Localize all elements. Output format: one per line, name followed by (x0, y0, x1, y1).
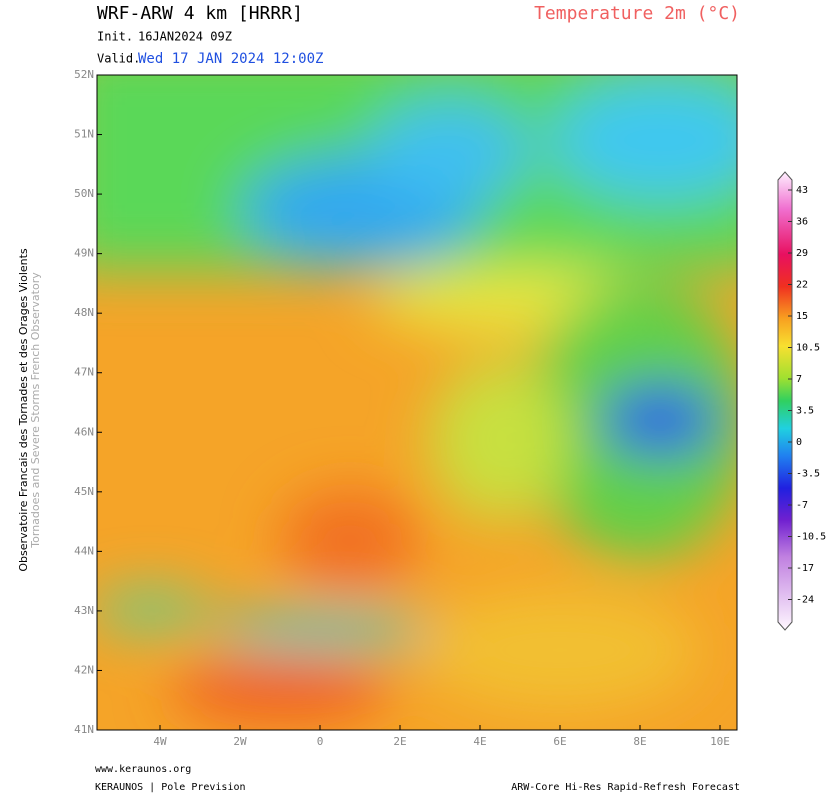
lat-tick-label: 49N (74, 247, 94, 260)
colorbar-tick-label: 22 (796, 280, 808, 291)
colorbar-tick-label: -17 (796, 563, 814, 574)
lon-tick-label: 2W (233, 735, 247, 748)
footer-model: ARW-Core Hi-Res Rapid-Refresh Forecast (511, 782, 740, 793)
valid-time: Wed 17 JAN 2024 12:00Z (138, 51, 323, 67)
lat-tick-label: 51N (74, 128, 94, 141)
footer-brand: KERAUNOS | Pole Prevision (95, 782, 246, 793)
colorbar-tick-label: 7 (796, 374, 802, 385)
colorbar-tick-label: 0 (796, 437, 802, 448)
lon-tick-label: 4E (473, 735, 486, 748)
parameter-title: Temperature 2m (°C) (534, 3, 740, 24)
lat-tick-label: 52N (74, 68, 94, 81)
colorbar-tick-label: 43 (796, 185, 808, 196)
lon-tick-label: 6E (553, 735, 566, 748)
colorbar-tick-label: -7 (796, 500, 808, 511)
lat-tick-label: 47N (74, 366, 94, 379)
colorbar-tick-label: 29 (796, 248, 808, 259)
colorbar-tick-label: 15 (796, 311, 808, 322)
lat-tick-label: 42N (74, 663, 94, 676)
init-label: Init. (97, 30, 133, 44)
lon-tick-label: 4W (153, 735, 167, 748)
side-label-en: Tornadoes and Severe Storms French Obser… (29, 272, 42, 549)
lat-tick-label: 48N (74, 306, 94, 319)
model-title: WRF-ARW 4 km [HRRR] (97, 3, 303, 24)
lon-tick-label: 10E (710, 735, 730, 748)
side-label-fr: Observatoire Francais des Tornades et de… (17, 248, 30, 572)
lon-tick-label: 0 (317, 735, 324, 748)
side-label: Observatoire Francais des Tornades et de… (17, 248, 42, 572)
colorbar (777, 171, 793, 631)
colorbar-tick-label: -24 (796, 595, 814, 606)
lat-tick-label: 50N (74, 187, 94, 200)
lat-tick-label: 43N (74, 604, 94, 617)
colorbar-tick-label: 36 (796, 217, 808, 228)
colorbar-tick-label: -3.5 (796, 469, 820, 480)
lon-tick-label: 2E (393, 735, 406, 748)
init-time: 16JAN2024 09Z (138, 30, 232, 44)
valid-label: Valid. (97, 52, 140, 66)
lat-tick-label: 44N (74, 544, 94, 557)
lat-tick-label: 46N (74, 425, 94, 438)
lat-tick-label: 45N (74, 485, 94, 498)
colorbar-tick-label: 3.5 (796, 406, 814, 417)
temperature-field (97, 75, 737, 730)
colorbar-tick-label: 10.5 (796, 343, 820, 354)
colorbar-tick-label: -10.5 (796, 532, 826, 543)
map-frame (96, 74, 738, 731)
lon-tick-label: 8E (633, 735, 646, 748)
footer-site: www.keraunos.org (95, 764, 191, 775)
lat-tick-label: 41N (74, 723, 94, 736)
